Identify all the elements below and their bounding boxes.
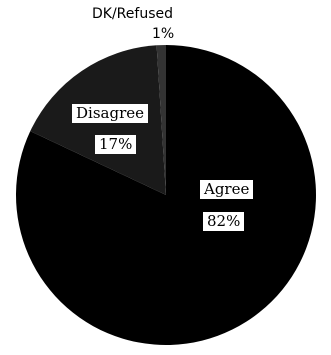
slice-value-dk-refused: 1% (152, 26, 175, 42)
pie-slices (16, 45, 317, 345)
slice-value-disagree: 17% (95, 135, 137, 154)
slice-label-agree: Agree (200, 180, 254, 199)
slice-value-agree: 82% (203, 212, 245, 231)
slice-label-dk-refused: DK/Refused (92, 6, 173, 22)
slice-label-disagree: Disagree (72, 104, 148, 123)
pie-slice-dk-refused (156, 45, 166, 195)
